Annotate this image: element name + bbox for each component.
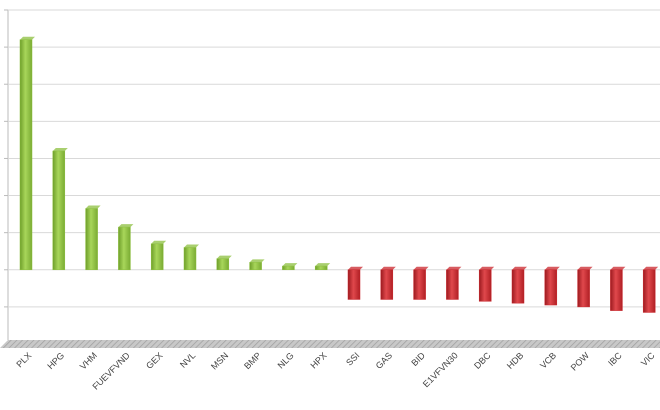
- bar: [118, 224, 134, 271]
- bar: [183, 244, 199, 271]
- bar: [478, 266, 495, 302]
- x-tick-label: HDB: [505, 350, 526, 371]
- bar: [249, 259, 265, 271]
- x-tick-label: HPX: [308, 350, 328, 370]
- bar: [511, 266, 527, 304]
- x-tick-label: NLG: [276, 350, 296, 370]
- x-tick-label: VHM: [78, 350, 99, 371]
- bar: [347, 266, 363, 300]
- bar: [216, 255, 232, 271]
- x-tick-label: E1VFVN30: [421, 350, 460, 389]
- x-tick-label: BID: [409, 350, 427, 368]
- x-tick-label: VCB: [538, 350, 558, 370]
- bar: [413, 266, 429, 300]
- x-tick-label: POW: [569, 350, 592, 373]
- bar: [85, 205, 101, 271]
- x-tick-label: HPG: [45, 350, 66, 371]
- bar: [150, 240, 167, 271]
- x-tick-label: GAS: [374, 350, 395, 371]
- bar: [380, 266, 396, 300]
- bar: [544, 266, 560, 306]
- x-tick-label: NVL: [178, 350, 197, 369]
- bar: [642, 266, 659, 313]
- x-tick-label: BMP: [242, 350, 263, 371]
- bar: [446, 266, 462, 300]
- bar: [610, 266, 626, 311]
- x-tick-label: SSI: [344, 350, 361, 367]
- bar: [282, 263, 298, 271]
- x-tick-label: PLX: [14, 350, 33, 369]
- floor: [0, 340, 660, 348]
- bar: [19, 36, 35, 271]
- x-tick-label: DBC: [472, 350, 493, 371]
- x-tick-label: VIC: [639, 350, 657, 368]
- x-tick-label: IBC: [606, 350, 624, 368]
- x-tick-label: MSN: [209, 350, 230, 371]
- bar: [577, 266, 593, 308]
- x-tick-label: GEX: [144, 350, 165, 371]
- bar: [52, 148, 68, 271]
- bar: [314, 263, 331, 271]
